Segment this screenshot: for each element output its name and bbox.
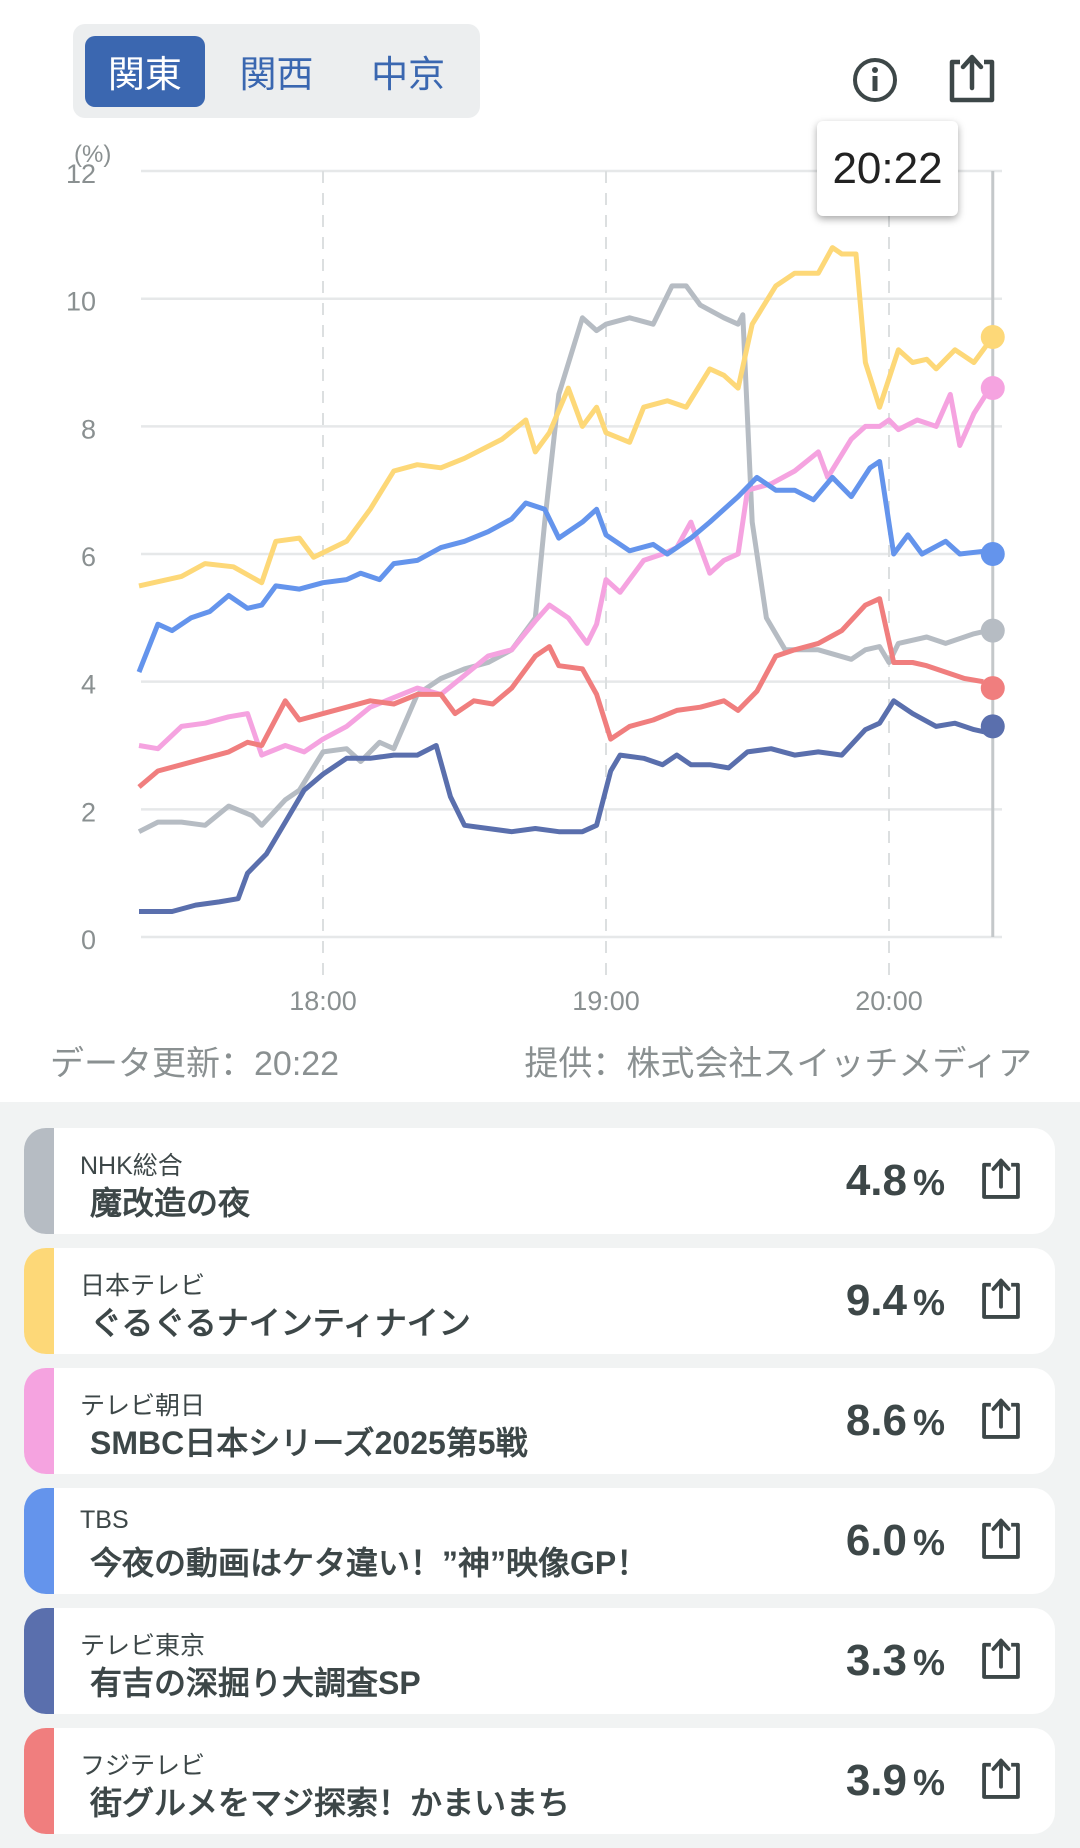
series-end-dot: [980, 714, 1005, 739]
rating-unit: %: [912, 1522, 945, 1563]
series-line: [136, 459, 989, 674]
rating-value: 4.8%: [846, 1156, 945, 1206]
channel-color-bar: [24, 1128, 54, 1234]
channel-color-bar: [24, 1488, 54, 1594]
rating-unit: %: [912, 1162, 945, 1203]
rating-unit: %: [912, 1642, 945, 1683]
data-provider: 提供：株式会社スイッチメディア: [524, 1045, 1032, 1083]
y-tick-label: 10: [66, 287, 96, 317]
channel-name: テレビ朝日: [80, 1392, 206, 1420]
y-tick-label: 0: [81, 925, 96, 955]
share-icon[interactable]: [979, 1276, 1023, 1324]
share-icon[interactable]: [979, 1636, 1023, 1684]
x-tick-label: 19:00: [572, 986, 640, 1016]
x-tick-label: 18:00: [289, 986, 357, 1016]
ratings-chart: (%) 0 2 4 6 8 10 12 18:00 19:00 20:00: [66, 141, 1005, 1016]
series-line: [138, 389, 991, 758]
time-tooltip: 20:22: [817, 121, 958, 216]
y-tick-label: 4: [81, 670, 96, 700]
share-icon[interactable]: [979, 1156, 1023, 1204]
rating-number: 9.4: [845, 1276, 907, 1325]
series-line: [139, 698, 989, 914]
channel-color-bar: [24, 1368, 54, 1474]
program-title: 有吉の深掘り大調査SP: [90, 1665, 421, 1701]
share-icon[interactable]: [946, 52, 998, 108]
rating-unit: %: [912, 1402, 945, 1443]
rating-number: 3.9: [845, 1756, 907, 1805]
rating-value: 3.3%: [846, 1636, 945, 1686]
series-end-dot: [980, 324, 1005, 349]
program-card[interactable]: テレビ東京 有吉の深掘り大調査SP 3.3%: [24, 1608, 1055, 1714]
series-line: [137, 596, 984, 789]
x-tick-label: 20:00: [855, 986, 923, 1016]
series-end-dot: [980, 542, 1005, 567]
channel-name: 日本テレビ: [80, 1272, 206, 1300]
region-tabs: 関東 関西 中京: [73, 24, 480, 118]
rating-number: 6.0: [845, 1516, 907, 1565]
rating-value: 6.0%: [846, 1516, 945, 1566]
rating-unit: %: [912, 1762, 945, 1803]
y-tick-label: 12: [66, 159, 96, 189]
channel-name: テレビ東京: [80, 1632, 206, 1660]
tab-kansai[interactable]: 関西: [239, 54, 314, 95]
y-axis-label: (%): [74, 141, 111, 168]
program-title: ぐるぐるナインティナイン: [90, 1305, 471, 1341]
program-card[interactable]: テレビ朝日 SMBC日本シリーズ2025第5戦 8.6%: [24, 1368, 1055, 1474]
share-icon[interactable]: [979, 1396, 1023, 1444]
series-line: [138, 245, 991, 589]
y-tick-label: 2: [81, 797, 96, 827]
rating-number: 3.3: [845, 1636, 907, 1685]
program-card[interactable]: NHK総合 魔改造の夜 4.8%: [24, 1128, 1055, 1234]
tab-chukyo[interactable]: 中京: [371, 54, 446, 95]
channel-color-bar: [24, 1248, 54, 1354]
rating-number: 8.6: [845, 1396, 907, 1445]
program-title: SMBC日本シリーズ2025第5戦: [90, 1425, 528, 1461]
rating-number: 4.8: [845, 1156, 907, 1205]
channel-name: フジテレビ: [80, 1752, 206, 1780]
rating-value: 8.6%: [846, 1396, 945, 1446]
rating-value: 3.9%: [846, 1756, 945, 1806]
rating-value: 9.4%: [846, 1276, 945, 1326]
share-icon[interactable]: [979, 1756, 1023, 1804]
channel-name: NHK総合: [80, 1152, 183, 1180]
series-end-dot: [980, 376, 1005, 401]
channel-color-bar: [24, 1728, 54, 1834]
series-end-dot: [980, 618, 1005, 643]
rating-unit: %: [912, 1282, 945, 1323]
series-line: [137, 283, 989, 834]
y-tick-label: 8: [81, 414, 96, 444]
share-icon[interactable]: [979, 1516, 1023, 1564]
channel-name: TBS: [80, 1506, 129, 1534]
tab-kanto[interactable]: 関東: [85, 35, 205, 107]
channel-color-bar: [24, 1608, 54, 1714]
program-card[interactable]: フジテレビ 街グルメをマジ探索！かまいまち 3.9%: [24, 1728, 1055, 1834]
program-title: 街グルメをマジ探索！かまいまち: [90, 1785, 571, 1821]
program-title: 今夜の動画はケタ違い！”神”映像GP！: [90, 1545, 649, 1581]
series-end-dot: [980, 676, 1005, 701]
program-list: NHK総合 魔改造の夜 4.8% 日本テレビ ぐるぐるナインティナイン 9.4%…: [0, 1102, 1080, 1848]
program-card[interactable]: 日本テレビ ぐるぐるナインティナイン 9.4%: [24, 1248, 1055, 1354]
y-tick-label: 6: [81, 542, 96, 572]
update-time: データ更新：20:22: [50, 1045, 340, 1083]
program-card[interactable]: TBS 今夜の動画はケタ違い！”神”映像GP！ 6.0%: [24, 1488, 1055, 1594]
program-title: 魔改造の夜: [90, 1185, 251, 1221]
info-circle-icon[interactable]: [849, 52, 901, 108]
